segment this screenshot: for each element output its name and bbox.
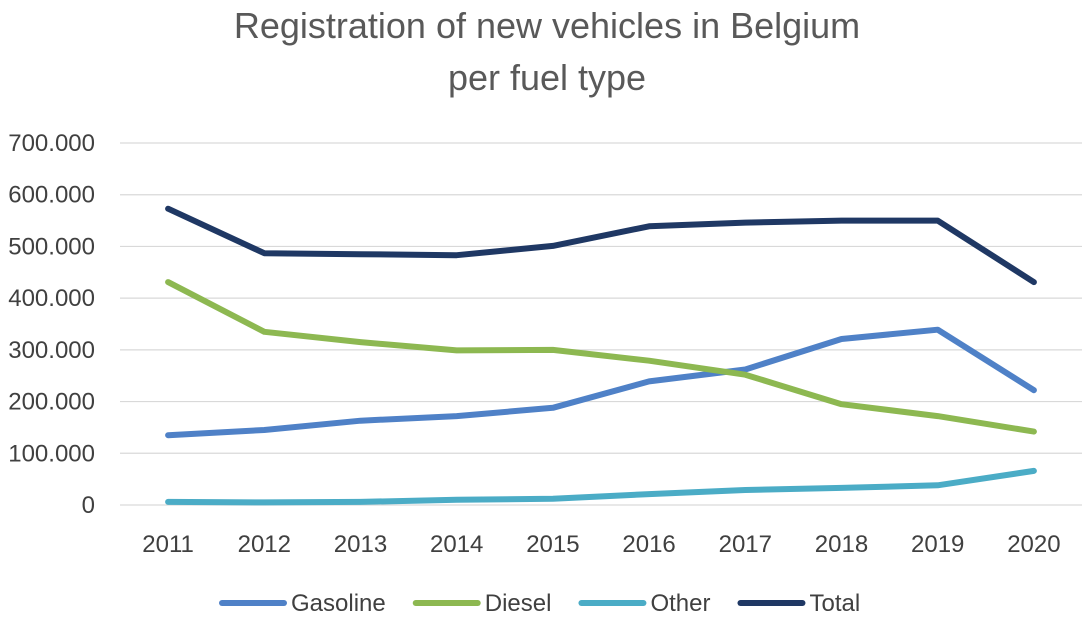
x-tick-label-2015: 2015 [526,531,579,558]
x-tick-label-2014: 2014 [430,531,483,558]
legend-label-gasoline: Gasoline [291,590,386,617]
series-lines [165,205,1037,506]
chart-title-line-1: Registration of new vehicles in Belgium [234,5,860,46]
series-line-total [165,205,1037,286]
x-tick-label-2020: 2020 [1007,531,1060,558]
gridlines [120,142,1082,506]
y-tick-label-4: 400.000 [8,285,95,312]
x-tick-label-2018: 2018 [815,531,868,558]
legend-label-total: Total [809,590,860,617]
series-line-gasoline [165,326,1037,439]
x-axis-tick-labels: 2011 2012 2013 2014 2015 2016 2017 2018 2019 2020 [142,531,1060,558]
chart-title-line-2: per fuel type [448,57,646,98]
y-tick-label-5: 500.000 [8,233,95,260]
y-tick-label-3: 300.000 [8,337,95,364]
y-tick-label-6: 600.000 [8,182,95,209]
y-tick-label-2: 200.000 [8,389,95,416]
legend-label-other: Other [650,590,710,617]
legend-label-diesel: Diesel [485,590,552,617]
x-tick-label-2019: 2019 [911,531,964,558]
y-tick-label-7: 700.000 [8,130,95,157]
y-tick-label-0: 0 [82,492,95,519]
x-tick-label-2011: 2011 [142,531,194,558]
x-tick-label-2016: 2016 [622,531,675,558]
x-tick-label-2013: 2013 [334,531,387,558]
x-tick-label-2012: 2012 [238,531,291,558]
y-axis-tick-labels: 0 100.000 200.000 300.000 400.000 500.000 600.… [8,130,95,519]
x-tick-label-2017: 2017 [719,531,772,558]
legend: Gasoline Diesel Other Total [219,590,860,617]
series-line-other [165,467,1037,506]
y-tick-label-1: 100.000 [8,440,95,467]
series-line-diesel [165,279,1037,435]
